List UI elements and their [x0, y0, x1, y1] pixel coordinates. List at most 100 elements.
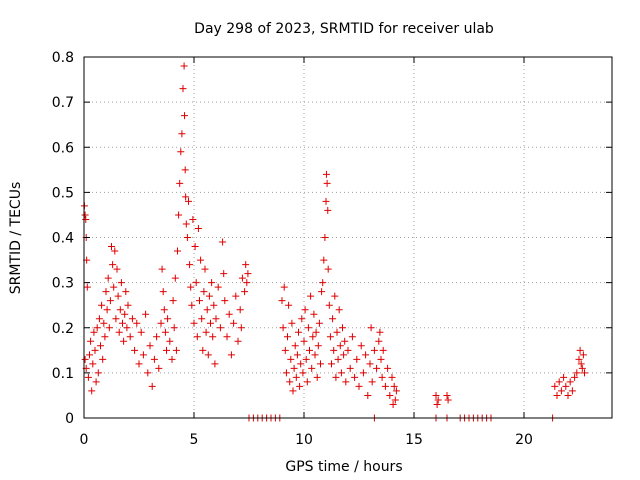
data-point	[290, 364, 298, 372]
data-point	[194, 224, 202, 232]
data-point	[93, 324, 101, 332]
data-point	[205, 292, 213, 300]
data-point	[311, 351, 319, 359]
data-point	[432, 391, 440, 399]
y-tick-label: 0.6	[52, 140, 74, 156]
data-point	[335, 306, 343, 314]
data-point	[568, 387, 576, 395]
data-point	[238, 274, 246, 282]
y-tick-label: 0.8	[52, 50, 74, 66]
data-point	[564, 391, 572, 399]
data-point	[170, 324, 178, 332]
data-point	[102, 288, 110, 296]
data-point	[581, 369, 588, 377]
data-point	[299, 369, 307, 377]
data-point	[109, 261, 117, 269]
data-point	[281, 346, 289, 354]
data-point	[279, 324, 287, 332]
data-point	[92, 378, 100, 386]
data-point	[89, 360, 97, 368]
data-point	[244, 270, 252, 278]
data-point	[99, 355, 107, 363]
data-point	[133, 319, 141, 327]
data-point	[555, 378, 563, 386]
data-point	[318, 288, 326, 296]
data-point	[157, 319, 165, 327]
data-point	[578, 364, 586, 372]
data-point	[116, 306, 124, 314]
data-point	[315, 319, 323, 327]
data-point	[193, 333, 201, 341]
data-point	[166, 337, 174, 345]
data-point	[97, 342, 104, 350]
data-point	[158, 265, 166, 273]
data-point	[123, 324, 131, 332]
data-point	[337, 369, 345, 377]
data-point	[135, 360, 143, 368]
data-point	[287, 355, 295, 363]
x-tick-label: 20	[515, 432, 533, 448]
data-point	[368, 378, 376, 386]
data-point	[88, 387, 96, 395]
data-point	[575, 355, 583, 363]
data-point	[212, 315, 220, 323]
data-points	[80, 62, 588, 422]
data-point	[348, 333, 356, 341]
data-point	[117, 279, 125, 287]
data-point	[376, 328, 384, 336]
data-point	[181, 166, 189, 174]
data-point	[83, 283, 91, 291]
data-point	[314, 342, 322, 350]
data-point	[357, 342, 365, 350]
data-point	[90, 328, 98, 336]
data-point	[91, 346, 99, 354]
data-point	[153, 333, 161, 341]
data-point	[103, 306, 111, 314]
chart-title: Day 298 of 2023, SRMTID for receiver ula…	[194, 21, 494, 37]
data-point	[214, 283, 222, 291]
data-point	[342, 378, 350, 386]
data-point	[81, 355, 89, 363]
data-point	[319, 279, 327, 287]
data-point	[115, 328, 123, 336]
data-point	[142, 310, 150, 318]
data-point	[344, 346, 352, 354]
y-tick-label: 0.3	[52, 276, 74, 292]
data-point	[304, 324, 312, 332]
data-point	[303, 378, 311, 386]
data-point	[285, 301, 293, 309]
data-point	[84, 373, 92, 381]
data-point	[301, 306, 309, 314]
data-point	[307, 292, 315, 300]
data-point	[370, 346, 378, 354]
data-point	[185, 197, 192, 205]
data-point	[98, 301, 106, 309]
data-point	[202, 328, 210, 336]
data-point	[390, 382, 398, 390]
data-point	[243, 279, 251, 287]
data-point	[81, 211, 89, 219]
data-point	[373, 364, 381, 372]
data-point	[386, 391, 394, 399]
x-tick-label: 10	[295, 432, 313, 448]
data-point	[312, 328, 320, 336]
data-point	[328, 360, 335, 368]
data-point	[443, 391, 451, 399]
data-point	[155, 364, 163, 372]
data-point	[122, 288, 130, 296]
data-point	[87, 337, 95, 345]
data-point	[82, 215, 90, 223]
data-point	[100, 319, 108, 327]
data-point	[120, 337, 128, 345]
data-point	[576, 346, 584, 354]
data-point	[326, 333, 334, 341]
data-point	[389, 400, 397, 408]
data-point	[139, 351, 147, 359]
data-point	[388, 373, 396, 381]
data-point	[553, 391, 561, 399]
data-point	[300, 337, 308, 345]
data-point	[573, 369, 581, 377]
data-point	[324, 265, 332, 273]
data-point	[339, 324, 346, 332]
data-point	[308, 364, 316, 372]
